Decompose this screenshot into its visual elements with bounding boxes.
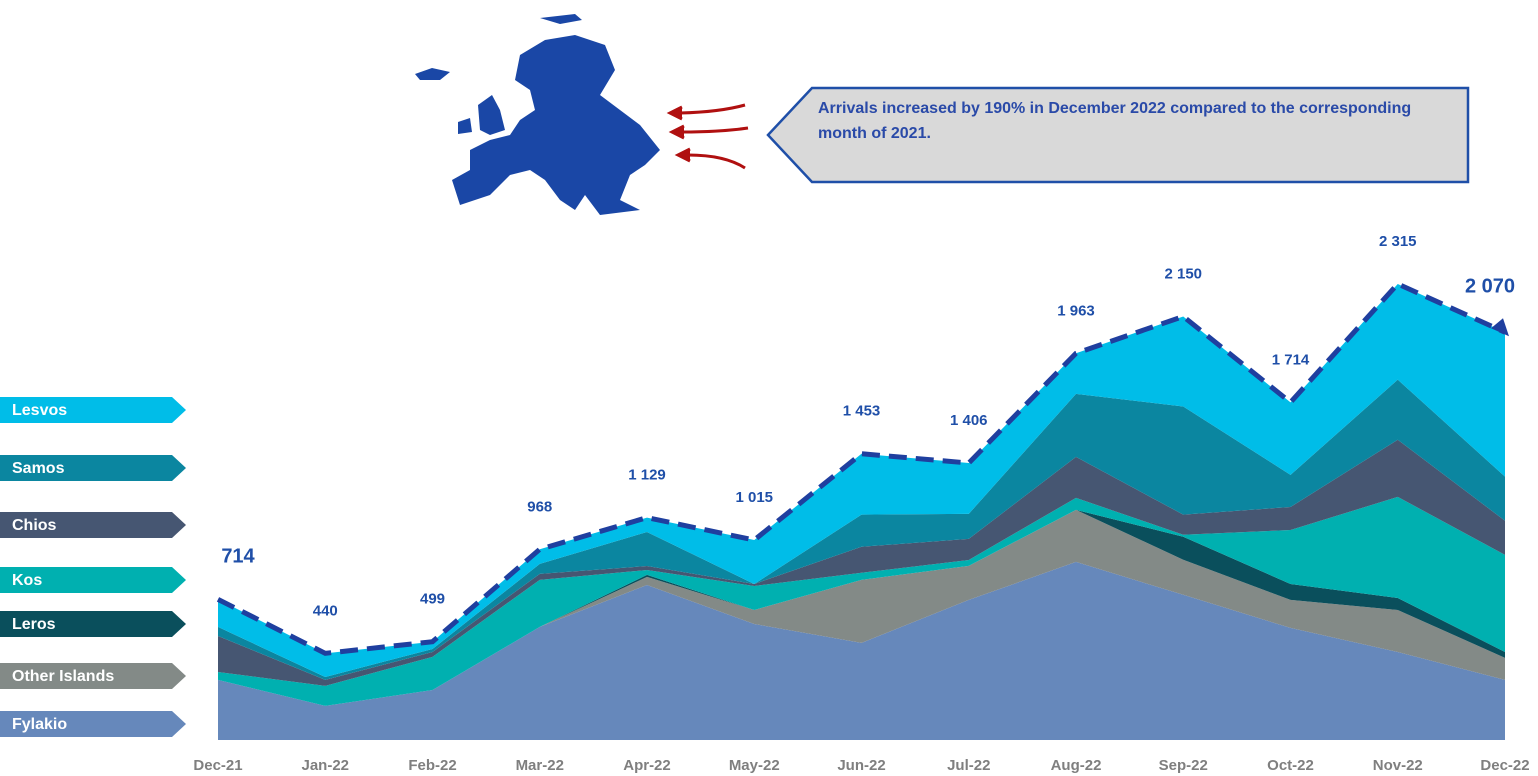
- legend-label: Chios: [12, 517, 57, 534]
- area: [218, 379, 1505, 680]
- x-tick-label: Mar-22: [516, 757, 564, 774]
- total-line: [216, 280, 1507, 656]
- legend-label: Fylakio: [12, 716, 67, 733]
- legend-label: Samos: [12, 460, 65, 477]
- area: [218, 496, 1505, 706]
- x-tick-label: Dec-22: [1480, 757, 1529, 774]
- value-label: 2 150: [1164, 265, 1202, 282]
- legend-label: Leros: [12, 616, 56, 633]
- area: [218, 509, 1505, 706]
- value-label: 440: [313, 602, 338, 619]
- x-tick-label: Aug-22: [1051, 757, 1102, 774]
- area: [218, 509, 1505, 706]
- value-label: 499: [420, 591, 445, 608]
- value-label: 1 714: [1272, 351, 1310, 368]
- value-label: 2 315: [1379, 233, 1417, 250]
- flow-arrows: [666, 103, 749, 170]
- legend-swatch: [0, 567, 186, 593]
- value-label: 1 129: [628, 467, 666, 484]
- x-tick-label: May-22: [729, 757, 780, 774]
- x-tick-label: Oct-22: [1267, 757, 1314, 774]
- area: [218, 283, 1505, 677]
- value-label: 1 406: [950, 412, 988, 429]
- legend-label: Other Islands: [12, 668, 114, 685]
- value-label: 1 015: [735, 489, 773, 506]
- x-tick-label: Jan-22: [301, 757, 349, 774]
- value-label: 714: [221, 546, 255, 568]
- callout-text: Arrivals increased by 190% in December 2…: [818, 100, 1412, 142]
- legend-label: Kos: [12, 572, 42, 589]
- value-label: 1 453: [843, 403, 881, 420]
- europe-map: [415, 14, 660, 215]
- x-tick-label: Sep-22: [1159, 757, 1208, 774]
- callout: Arrivals increased by 190% in December 2…: [818, 100, 1412, 142]
- legend-label: Lesvos: [12, 402, 67, 419]
- x-tick-label: Nov-22: [1373, 757, 1423, 774]
- x-tick-label: Dec-21: [193, 757, 242, 774]
- legend-swatch: [0, 711, 186, 737]
- legend-swatch: [0, 512, 186, 538]
- value-label: 2 070: [1465, 275, 1515, 297]
- legend-swatch: [0, 663, 186, 689]
- callout-box: [766, 86, 1470, 184]
- x-tick-label: Jun-22: [837, 757, 885, 774]
- legend-swatch: [0, 611, 186, 637]
- legend-swatch: [0, 397, 186, 423]
- value-label: 1 963: [1057, 302, 1095, 319]
- total-arrow: [1491, 318, 1509, 337]
- area: [218, 561, 1505, 740]
- x-tick-label: Feb-22: [408, 757, 456, 774]
- value-label: 968: [527, 498, 552, 515]
- x-tick-label: Jul-22: [947, 757, 990, 774]
- legend-swatch: [0, 455, 186, 481]
- x-tick-label: Apr-22: [623, 757, 671, 774]
- area: [218, 439, 1505, 686]
